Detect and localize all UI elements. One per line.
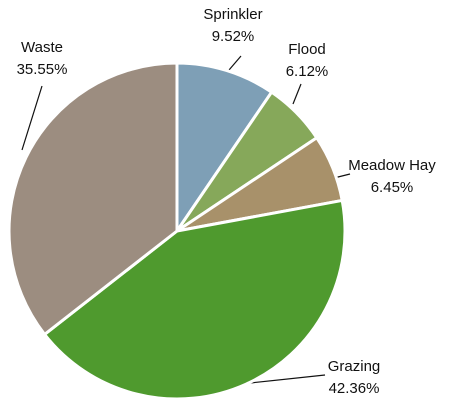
slice-label: Meadow Hay xyxy=(348,157,436,174)
pie-slice xyxy=(7,61,179,337)
slice-label: Grazing xyxy=(328,358,381,375)
leader-line xyxy=(292,83,302,105)
slice-label: Flood xyxy=(288,41,326,58)
leader-line xyxy=(21,85,43,151)
leader-line xyxy=(228,55,242,71)
slice-value-label: 9.52% xyxy=(212,28,255,45)
pie-slice xyxy=(175,61,274,236)
slice-label: Sprinkler xyxy=(203,6,262,23)
leader-line xyxy=(249,374,326,384)
pie-slice xyxy=(42,198,347,401)
slice-value-label: 6.45% xyxy=(371,179,414,196)
slice-value-label: 42.36% xyxy=(329,380,380,397)
slice-value-label: 35.55% xyxy=(17,61,68,78)
slice-label: Waste xyxy=(21,39,63,56)
slice-value-label: 6.12% xyxy=(286,63,329,80)
